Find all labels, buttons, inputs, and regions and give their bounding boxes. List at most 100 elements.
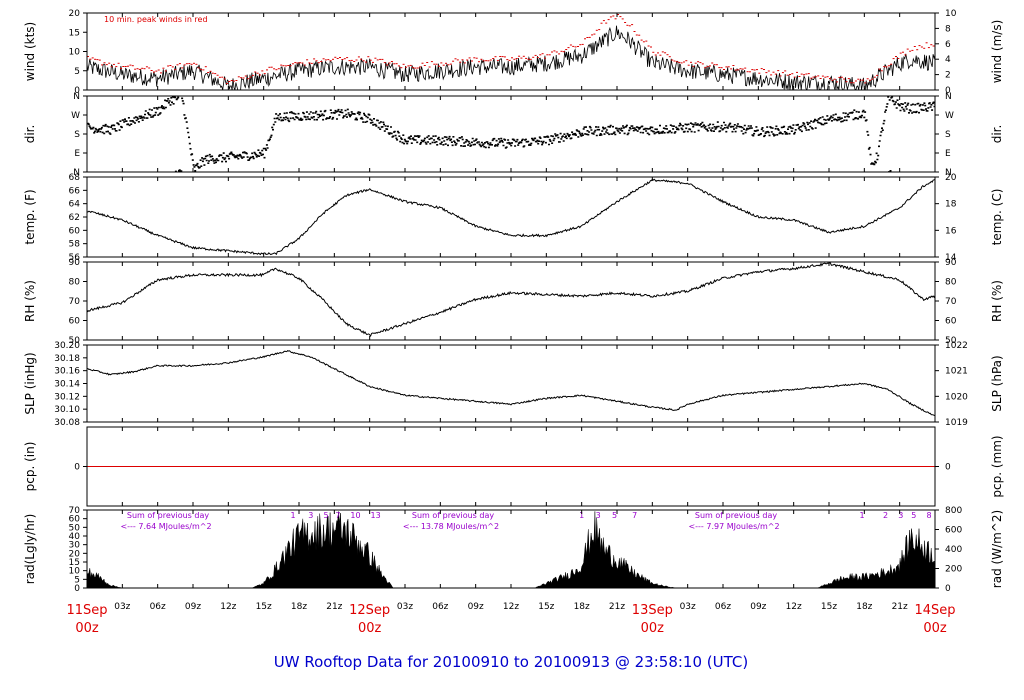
left-tick-label-temp: 62 — [69, 213, 80, 223]
right-tick-label-dir: S — [945, 130, 951, 140]
direction-points — [87, 96, 935, 172]
left-tick-label-pcp: 0 — [74, 463, 80, 473]
rad-hour-mark: 3 — [308, 511, 313, 520]
x-hour-label: 09z — [750, 602, 766, 612]
x-day-label: 14Sep — [914, 603, 955, 618]
temp-line — [87, 178, 935, 256]
rad-hour-mark: 8 — [927, 511, 932, 520]
x-hour-label: 03z — [680, 602, 696, 612]
left-tick-label-wind: 20 — [69, 9, 81, 19]
right-tick-label-rh: 80 — [945, 278, 957, 288]
frame-wind — [86, 12, 936, 91]
right-axis-label-rad: rad (W/m^2) — [990, 510, 1004, 588]
left-tick-label-wind: 5 — [74, 67, 80, 77]
left-tick-label-temp: 66 — [69, 186, 81, 196]
x-hour-label: 06z — [432, 602, 448, 612]
panel-temp — [87, 178, 935, 256]
rad-hour-mark: 3 — [596, 511, 601, 520]
data-layer: 10 min. peak winds in red Sum of previous… — [87, 14, 935, 588]
x-hour-label: 18z — [574, 602, 590, 612]
x-hour-label: 12z — [503, 602, 519, 612]
rad-hour-mark: 10 — [350, 511, 360, 520]
left-tick-label-temp: 60 — [69, 226, 81, 236]
left-tick-label-temp: 56 — [69, 253, 81, 263]
series-group-rad — [87, 511, 935, 588]
left-axis-label-pcp: pcp. (in) — [23, 442, 37, 492]
right-axis-label-dir: dir. — [990, 125, 1004, 144]
rad-hour-mark: 2 — [883, 511, 888, 520]
right-tick-label-slp: 1022 — [945, 341, 968, 351]
panel-rh — [87, 262, 935, 338]
left-tick-label-temp: 64 — [69, 200, 81, 210]
x-day-label: 11Sep — [66, 603, 107, 618]
right-tick-label-rh: 50 — [945, 336, 957, 346]
right-tick-label-slp: 1021 — [945, 367, 968, 377]
right-tick-label-rh: 90 — [945, 258, 957, 268]
x-day-label: 12Sep — [349, 603, 390, 618]
right-tick-label-wind: 2 — [945, 71, 951, 81]
x-hour-label: 21z — [892, 602, 908, 612]
left-axis-label-rh: RH (%) — [23, 280, 37, 322]
left-tick-label-rad: 15 — [69, 558, 80, 568]
right-tick-label-rh: 70 — [945, 297, 957, 307]
right-tick-label-pcp: 0 — [945, 463, 951, 473]
series-group-temp — [87, 178, 935, 256]
x-hour-label: 15z — [256, 602, 272, 612]
left-tick-label-rh: 80 — [69, 278, 81, 288]
radiation-area — [87, 511, 935, 588]
x-hour-label: 12z — [220, 602, 236, 612]
right-tick-label-wind: 8 — [945, 24, 951, 34]
rad-annotation-line1: Sum of previous day — [412, 511, 494, 520]
right-axis-label-temp: temp. (C) — [990, 189, 1004, 246]
left-tick-label-wind: 15 — [69, 28, 80, 38]
right-tick-label-temp: 16 — [945, 226, 957, 236]
x-hour-label: 06z — [715, 602, 731, 612]
slp-line — [87, 349, 935, 417]
left-tick-label-rad: 30 — [69, 541, 81, 551]
left-tick-label-wind: 10 — [69, 48, 81, 58]
panel-frames — [86, 12, 936, 589]
rad-hour-mark: 1 — [579, 511, 584, 520]
rad-annotation-line2: <--- 7.97 MJoules/m^2 — [688, 522, 779, 531]
rad-hour-mark: 5 — [911, 511, 916, 520]
rad-annotation-line1: Sum of previous day — [127, 511, 209, 520]
x-hour-label: 03z — [114, 602, 130, 612]
x-hour-label: 21z — [609, 602, 625, 612]
right-tick-label-rad: 200 — [945, 565, 962, 575]
right-tick-label-temp: 18 — [945, 200, 957, 210]
rad-annotation-line2: <--- 7.64 MJoules/m^2 — [120, 522, 211, 531]
left-tick-label-rad: 50 — [69, 523, 81, 533]
frame-rh — [86, 261, 936, 341]
rad-hour-mark: 1 — [859, 511, 864, 520]
x-day-sublabel: 00z — [641, 621, 665, 636]
x-hour-label: 18z — [291, 602, 307, 612]
right-tick-label-wind: 10 — [945, 9, 957, 19]
rad-hour-mark: 7 — [632, 511, 637, 520]
left-tick-label-dir: N — [73, 168, 80, 178]
series-group-dir — [87, 96, 935, 172]
right-tick-label-slp: 1020 — [945, 392, 968, 402]
x-day-sublabel: 00z — [358, 621, 382, 636]
right-tick-label-rad: 0 — [945, 584, 951, 594]
right-tick-label-rad: 800 — [945, 506, 962, 516]
panel-slp — [87, 349, 935, 417]
left-tick-label-slp: 30.12 — [54, 392, 80, 402]
rad-hour-mark: 5 — [612, 511, 617, 520]
left-tick-label-rad: 0 — [74, 584, 80, 594]
peak-winds-note: 10 min. peak winds in red — [104, 15, 208, 24]
left-tick-label-rad: 60 — [69, 515, 81, 525]
right-tick-label-wind: 4 — [945, 55, 951, 65]
right-tick-label-dir: N — [945, 168, 952, 178]
left-tick-label-rh: 70 — [69, 297, 81, 307]
right-tick-label-wind: 0 — [945, 86, 951, 96]
left-tick-label-rh: 60 — [69, 317, 81, 327]
x-hour-label: 09z — [468, 602, 484, 612]
right-axis-label-wind: wind (m/s) — [990, 20, 1004, 84]
left-tick-label-dir: E — [74, 149, 80, 159]
series-group-slp — [87, 349, 935, 417]
x-hour-label: 12z — [786, 602, 802, 612]
rad-annotation-line1: Sum of previous day — [695, 511, 777, 520]
left-tick-label-slp: 30.18 — [54, 354, 80, 364]
left-tick-label-rad: 40 — [69, 532, 81, 542]
left-axis-label-temp: temp. (F) — [23, 189, 37, 244]
